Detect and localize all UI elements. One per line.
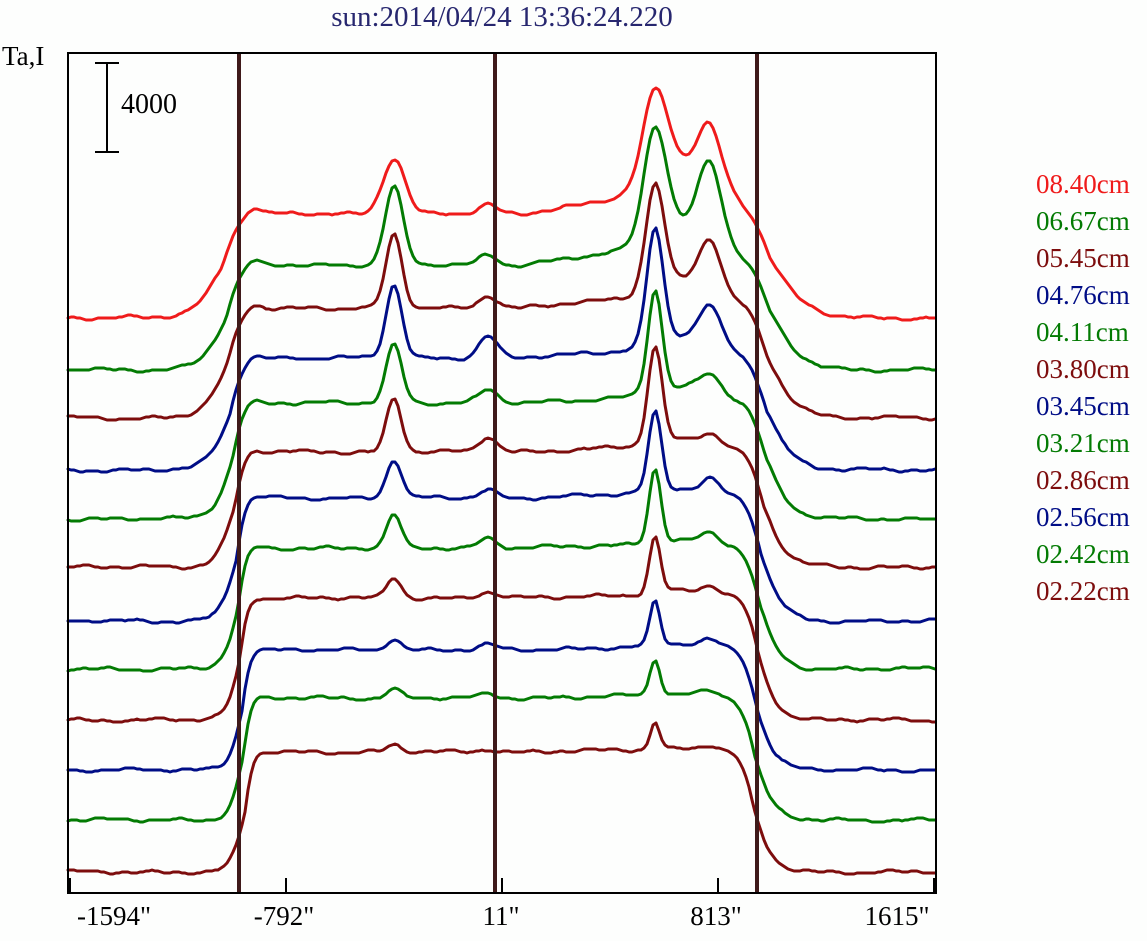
scan-curve-02.56cm [66, 599, 937, 774]
x-tick-label: -792" [253, 901, 315, 931]
scan-curve-03.21cm [66, 468, 937, 673]
scan-curve-02.22cm [66, 721, 937, 876]
legend-item-03.80cm: 03.80cm [1036, 354, 1130, 384]
x-tick-label: 1615" [864, 901, 930, 931]
scan-curve-03.45cm [66, 409, 937, 625]
legend-item-04.11cm: 04.11cm [1036, 317, 1129, 347]
legend-item-02.56cm: 02.56cm [1036, 502, 1130, 532]
x-tick-label: 11" [482, 901, 520, 931]
legend-item-05.45cm: 05.45cm [1036, 243, 1130, 273]
legend-item-03.21cm: 03.21cm [1036, 428, 1130, 458]
x-tick-label: -1594" [76, 901, 152, 931]
legend-item-02.22cm: 02.22cm [1036, 576, 1130, 606]
scan-curve-02.42cm [66, 659, 937, 824]
wavelength-legend: 08.40cm 06.67cm 05.45cm 04.76cm 04.11cm 03.80… [1036, 166, 1130, 610]
legend-item-03.45cm: 03.45cm [1036, 391, 1130, 421]
scan-curve-05.45cm [66, 181, 937, 422]
scan-curve-03.80cm [66, 345, 937, 571]
y-axis-label: Ta,I [2, 41, 45, 71]
x-tick-label: 813" [690, 901, 742, 931]
legend-item-02.86cm: 02.86cm [1036, 465, 1130, 495]
scan-curve-06.67cm [66, 125, 937, 374]
plot-title: sun:2014/04/24 13:36:24.220 [331, 1, 673, 33]
scalebar-label: 4000 [121, 89, 177, 120]
legend-item-08.40cm: 08.40cm [1036, 169, 1130, 199]
scan-curve-04.76cm [66, 226, 937, 474]
scan-curve-08.40cm [66, 86, 937, 322]
legend-item-02.42cm: 02.42cm [1036, 539, 1130, 569]
scan-curve-02.86cm [66, 535, 937, 724]
scan-curve-04.11cm [66, 289, 937, 523]
plot-frame [67, 52, 937, 894]
legend-item-04.76cm: 04.76cm [1036, 280, 1130, 310]
legend-item-06.67cm: 06.67cm [1036, 206, 1130, 236]
